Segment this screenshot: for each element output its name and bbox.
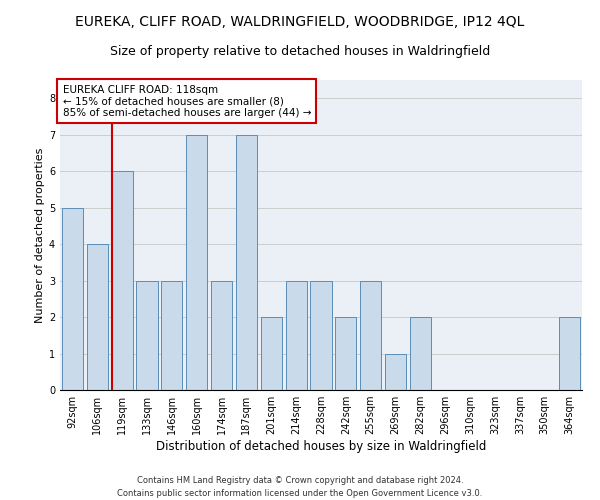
Bar	[211, 280, 232, 390]
Text: Contains HM Land Registry data © Crown copyright and database right 2024.
Contai: Contains HM Land Registry data © Crown c…	[118, 476, 482, 498]
Bar	[559, 317, 580, 390]
Bar	[161, 280, 182, 390]
Bar	[286, 280, 307, 390]
Y-axis label: Number of detached properties: Number of detached properties	[35, 148, 45, 322]
Text: EUREKA, CLIFF ROAD, WALDRINGFIELD, WOODBRIDGE, IP12 4QL: EUREKA, CLIFF ROAD, WALDRINGFIELD, WOODB…	[76, 15, 524, 29]
Text: EUREKA CLIFF ROAD: 118sqm
← 15% of detached houses are smaller (8)
85% of semi-d: EUREKA CLIFF ROAD: 118sqm ← 15% of detac…	[62, 84, 311, 118]
Bar	[410, 317, 431, 390]
Bar	[87, 244, 108, 390]
Text: Size of property relative to detached houses in Waldringfield: Size of property relative to detached ho…	[110, 45, 490, 58]
Bar	[335, 317, 356, 390]
Bar	[62, 208, 83, 390]
Bar	[112, 171, 133, 390]
Bar	[136, 280, 158, 390]
Bar	[236, 134, 257, 390]
Bar	[385, 354, 406, 390]
Bar	[261, 317, 282, 390]
Bar	[310, 280, 332, 390]
Bar	[186, 134, 207, 390]
X-axis label: Distribution of detached houses by size in Waldringfield: Distribution of detached houses by size …	[156, 440, 486, 453]
Bar	[360, 280, 381, 390]
